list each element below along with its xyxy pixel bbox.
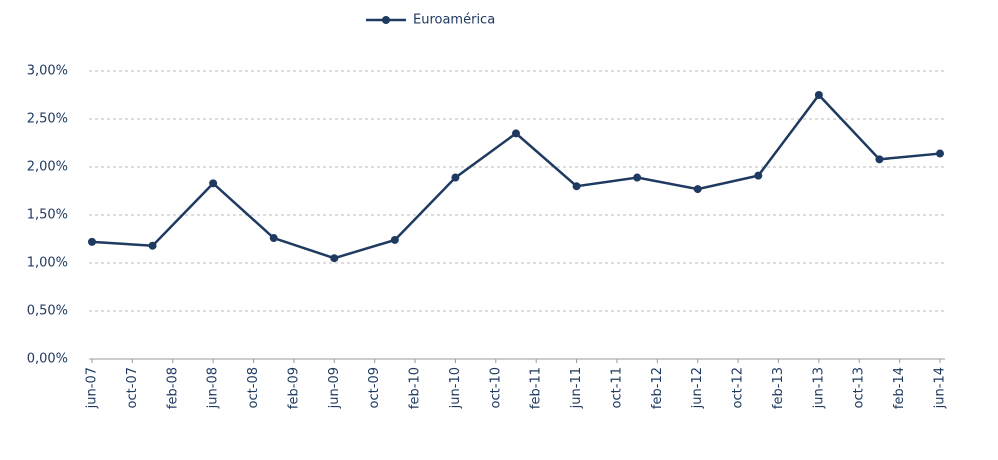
y-tick-label: 3,00%: [27, 64, 68, 79]
point: [390, 235, 399, 244]
x-tick-label: feb-13: [771, 367, 786, 409]
y-tick-label: 1,50%: [27, 208, 68, 223]
point: [209, 179, 218, 188]
x-tick-label: jun-08: [206, 367, 221, 409]
x-tick-label: oct-12: [731, 367, 746, 408]
x-tick-label: jun-10: [448, 367, 463, 409]
x-tick-label: oct-13: [852, 367, 867, 408]
point: [633, 173, 642, 182]
point: [814, 91, 823, 99]
legend-marker: [382, 16, 390, 24]
y-tick-label: 0,00%: [27, 352, 68, 367]
x-tick-label: feb-09: [286, 367, 301, 409]
point: [269, 234, 278, 243]
x-tick-label: oct-07: [125, 367, 140, 408]
x-tick-label: feb-10: [408, 367, 423, 409]
point: [148, 241, 157, 250]
y-tick-label: 1,00%: [27, 256, 68, 271]
x-tick-label: feb-08: [165, 367, 180, 409]
x-tick-label: feb-12: [650, 367, 665, 409]
x-tick-label: jun-11: [569, 367, 584, 409]
point: [451, 173, 460, 182]
point: [754, 171, 763, 180]
point: [936, 149, 944, 158]
x-tick-label: jun-14: [933, 367, 948, 409]
x-tick-label: oct-08: [246, 367, 261, 408]
y-tick-label: 0,50%: [27, 304, 68, 319]
point: [88, 237, 96, 246]
y-tick-label: 2,50%: [27, 112, 68, 127]
x-tick-label: jun-12: [690, 367, 705, 409]
point: [572, 182, 581, 191]
x-tick-label: jun-07: [85, 367, 100, 409]
x-tick-label: oct-09: [367, 367, 382, 408]
x-tick-label: oct-10: [488, 367, 503, 408]
x-tick-label: feb-11: [529, 367, 544, 409]
point: [693, 185, 702, 194]
legend-label: Euroamérica: [413, 13, 495, 28]
x-tick-label: jun-13: [811, 367, 826, 409]
y-tick-label: 2,00%: [27, 160, 68, 175]
point: [330, 254, 339, 263]
x-tick-label: feb-14: [892, 367, 907, 409]
x-tick-label: oct-11: [609, 367, 624, 408]
point: [875, 155, 884, 164]
point: [512, 129, 520, 138]
x-tick-label: jun-09: [327, 367, 342, 409]
